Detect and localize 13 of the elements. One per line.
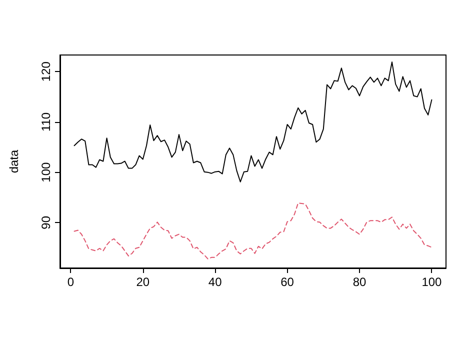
x-tick-label: 60: [280, 275, 294, 289]
y-tick-label: 110: [39, 112, 53, 132]
y-tick-label: 90: [39, 216, 53, 230]
line-series: [74, 62, 432, 182]
line-series: [74, 202, 432, 260]
x-tick-label: 100: [422, 275, 442, 289]
y-tick-label: 120: [39, 61, 53, 82]
y-tick-label: 100: [39, 162, 53, 182]
x-tick-label: 0: [67, 275, 74, 289]
x-tick-label: 20: [136, 275, 150, 289]
y-axis-title: data: [7, 150, 21, 174]
x-tick-label: 80: [352, 275, 366, 289]
x-tick-label: 40: [208, 275, 222, 289]
